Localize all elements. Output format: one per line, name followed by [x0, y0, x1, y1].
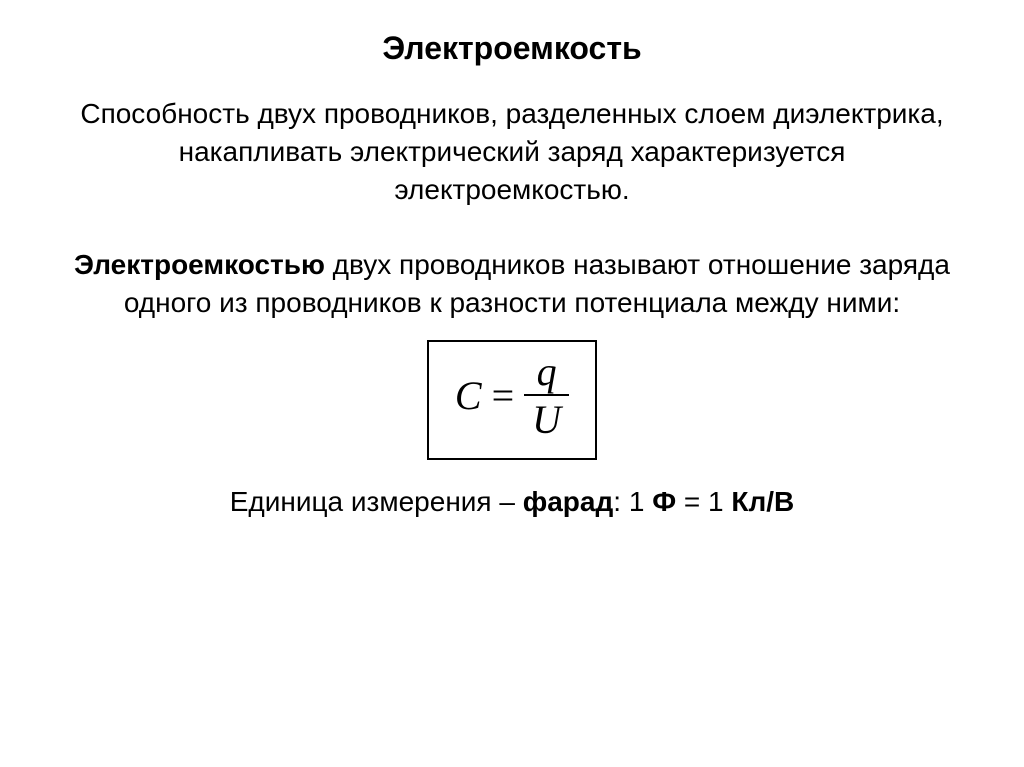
units-F: Ф [652, 486, 676, 517]
units-farad: фарад [523, 486, 614, 517]
definition-paragraph-2: Электроемкостью двух проводников называю… [60, 246, 964, 322]
units-eq: = 1 [676, 486, 731, 517]
formula-box: C = q U [427, 340, 597, 460]
units-colon: : 1 [613, 486, 652, 517]
units-prefix: Единица измерения – [230, 486, 523, 517]
formula-lhs: C [455, 372, 482, 419]
units-line: Единица измерения – фарад: 1 Ф = 1 Кл/В [60, 486, 964, 518]
formula-numerator: q [529, 352, 565, 394]
units-KlV: Кл/В [731, 486, 794, 517]
formula-fraction: q U [524, 352, 569, 440]
term-bold: Электроемкостью [74, 249, 325, 280]
formula-equals: = [492, 372, 515, 419]
page-title: Электроемкость [60, 30, 964, 67]
definition-paragraph-1: Способность двух проводников, разделенны… [60, 95, 964, 208]
formula-container: C = q U [60, 340, 964, 460]
formula-denominator: U [524, 396, 569, 440]
